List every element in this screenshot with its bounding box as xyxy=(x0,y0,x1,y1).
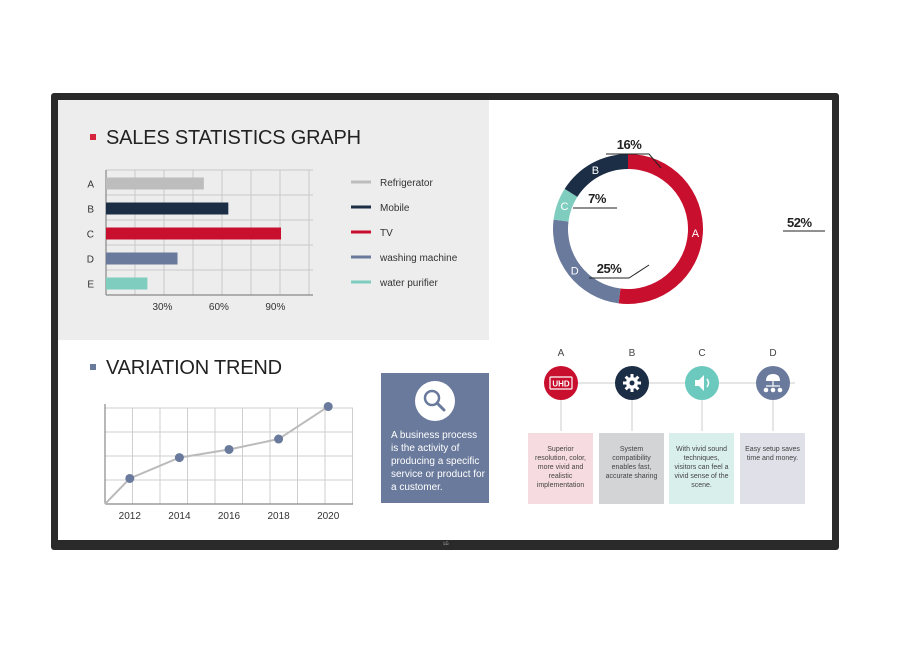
feature-description-a: Superior resolution, color, more vivid a… xyxy=(528,433,593,504)
category-label: A xyxy=(87,180,94,191)
slice-a xyxy=(618,154,703,304)
legend-label: Refrigerator xyxy=(380,178,433,189)
slice-c xyxy=(553,188,578,222)
speaker-body xyxy=(695,375,704,391)
data-point xyxy=(274,434,284,444)
gear-hole xyxy=(629,380,635,386)
category-label: E xyxy=(87,280,94,291)
x-tick-label: 2014 xyxy=(168,511,191,522)
sales-title: SALES STATISTICS GRAPH xyxy=(90,127,361,150)
legend-label: TV xyxy=(380,228,393,239)
slice-b xyxy=(564,154,628,197)
feature-description-d: Easy setup saves time and money. xyxy=(740,433,805,504)
network-node xyxy=(763,387,769,393)
feature-label-d: D xyxy=(769,348,777,359)
category-label: C xyxy=(87,230,94,241)
bar-b xyxy=(106,202,229,215)
slice-letter: C xyxy=(561,201,569,213)
data-point xyxy=(174,453,184,463)
x-tick-label: 2020 xyxy=(317,511,340,522)
legend-label: water purifier xyxy=(379,278,438,289)
feature-icon-circle xyxy=(544,366,578,400)
feature-label-b: B xyxy=(628,348,636,359)
data-point xyxy=(323,402,333,412)
leader-line xyxy=(606,153,662,169)
sales-title-text: SALES STATISTICS GRAPH xyxy=(106,127,361,149)
slice-letter: B xyxy=(592,165,599,177)
trend-title: VARIATION TREND xyxy=(90,357,282,380)
trend-line-chart: 2012 2014 2016 2018 2020 xyxy=(104,402,353,522)
trend-title-bullet xyxy=(90,363,96,370)
category-label: D xyxy=(87,255,94,266)
feature-label-a: A xyxy=(557,348,565,359)
magnifier-icon xyxy=(415,381,455,421)
uhd-text: UHD xyxy=(552,380,570,389)
x-tick-label: 60% xyxy=(209,302,229,313)
data-point xyxy=(224,444,234,454)
sales-title-bullet xyxy=(90,133,96,140)
uhd-frame xyxy=(549,376,573,390)
trend-line xyxy=(104,405,329,505)
business-process-infobox: A business process is the activity of pr… xyxy=(381,373,489,503)
slice-letter: D xyxy=(571,265,579,277)
slice-d xyxy=(553,219,621,304)
percentage-label: 7% xyxy=(588,191,607,206)
feature-description-c: With vivid sound techniques, visitors ca… xyxy=(669,433,734,504)
x-tick-label: 2016 xyxy=(218,511,241,522)
percentage-label: 16% xyxy=(617,137,642,152)
legend-label: washing machine xyxy=(379,253,458,264)
features-diagram: UHD xyxy=(544,366,795,431)
slice-letter: A xyxy=(692,228,700,240)
percentage-label: 52% xyxy=(787,215,812,230)
x-tick-label: 2018 xyxy=(267,511,290,522)
network-node xyxy=(777,387,783,393)
bar-e xyxy=(106,277,148,290)
percentage-label: 25% xyxy=(597,261,622,276)
bar-a xyxy=(106,177,204,190)
display-screen: SALES STATISTICS GRAPH VARIATION TREND A… xyxy=(58,100,832,540)
trend-title-text: VARIATION TREND xyxy=(106,357,282,379)
uhd-icon: UHD xyxy=(544,366,578,400)
category-label: B xyxy=(87,205,94,216)
bar-c xyxy=(106,227,282,240)
x-tick-label: 30% xyxy=(152,302,172,313)
speaker-icon xyxy=(685,366,719,400)
x-tick-label: 2012 xyxy=(119,511,142,522)
leader-line xyxy=(589,264,650,279)
data-point xyxy=(125,473,135,483)
feature-label-c: C xyxy=(698,348,706,359)
network-node xyxy=(770,387,776,393)
network-icon xyxy=(756,366,790,400)
bar-d xyxy=(106,252,178,265)
speaker-wave xyxy=(706,378,710,388)
cloud-shape xyxy=(766,374,780,381)
legend-label: Mobile xyxy=(380,203,410,214)
gear-icon xyxy=(615,366,649,400)
x-tick-label: 90% xyxy=(265,302,285,313)
sales-bar-chart: A B C D E 30% 60% 90% Refrigerator Mobile TV washin… xyxy=(87,169,458,313)
share-donut-chart: A 52% D 25% C 7% B 16% xyxy=(553,137,825,304)
brand-logo: LG xyxy=(443,541,449,546)
feature-description-b: System compatibility enables fast, accur… xyxy=(599,433,664,504)
infobox-text: A business process is the activity of pr… xyxy=(391,430,485,493)
